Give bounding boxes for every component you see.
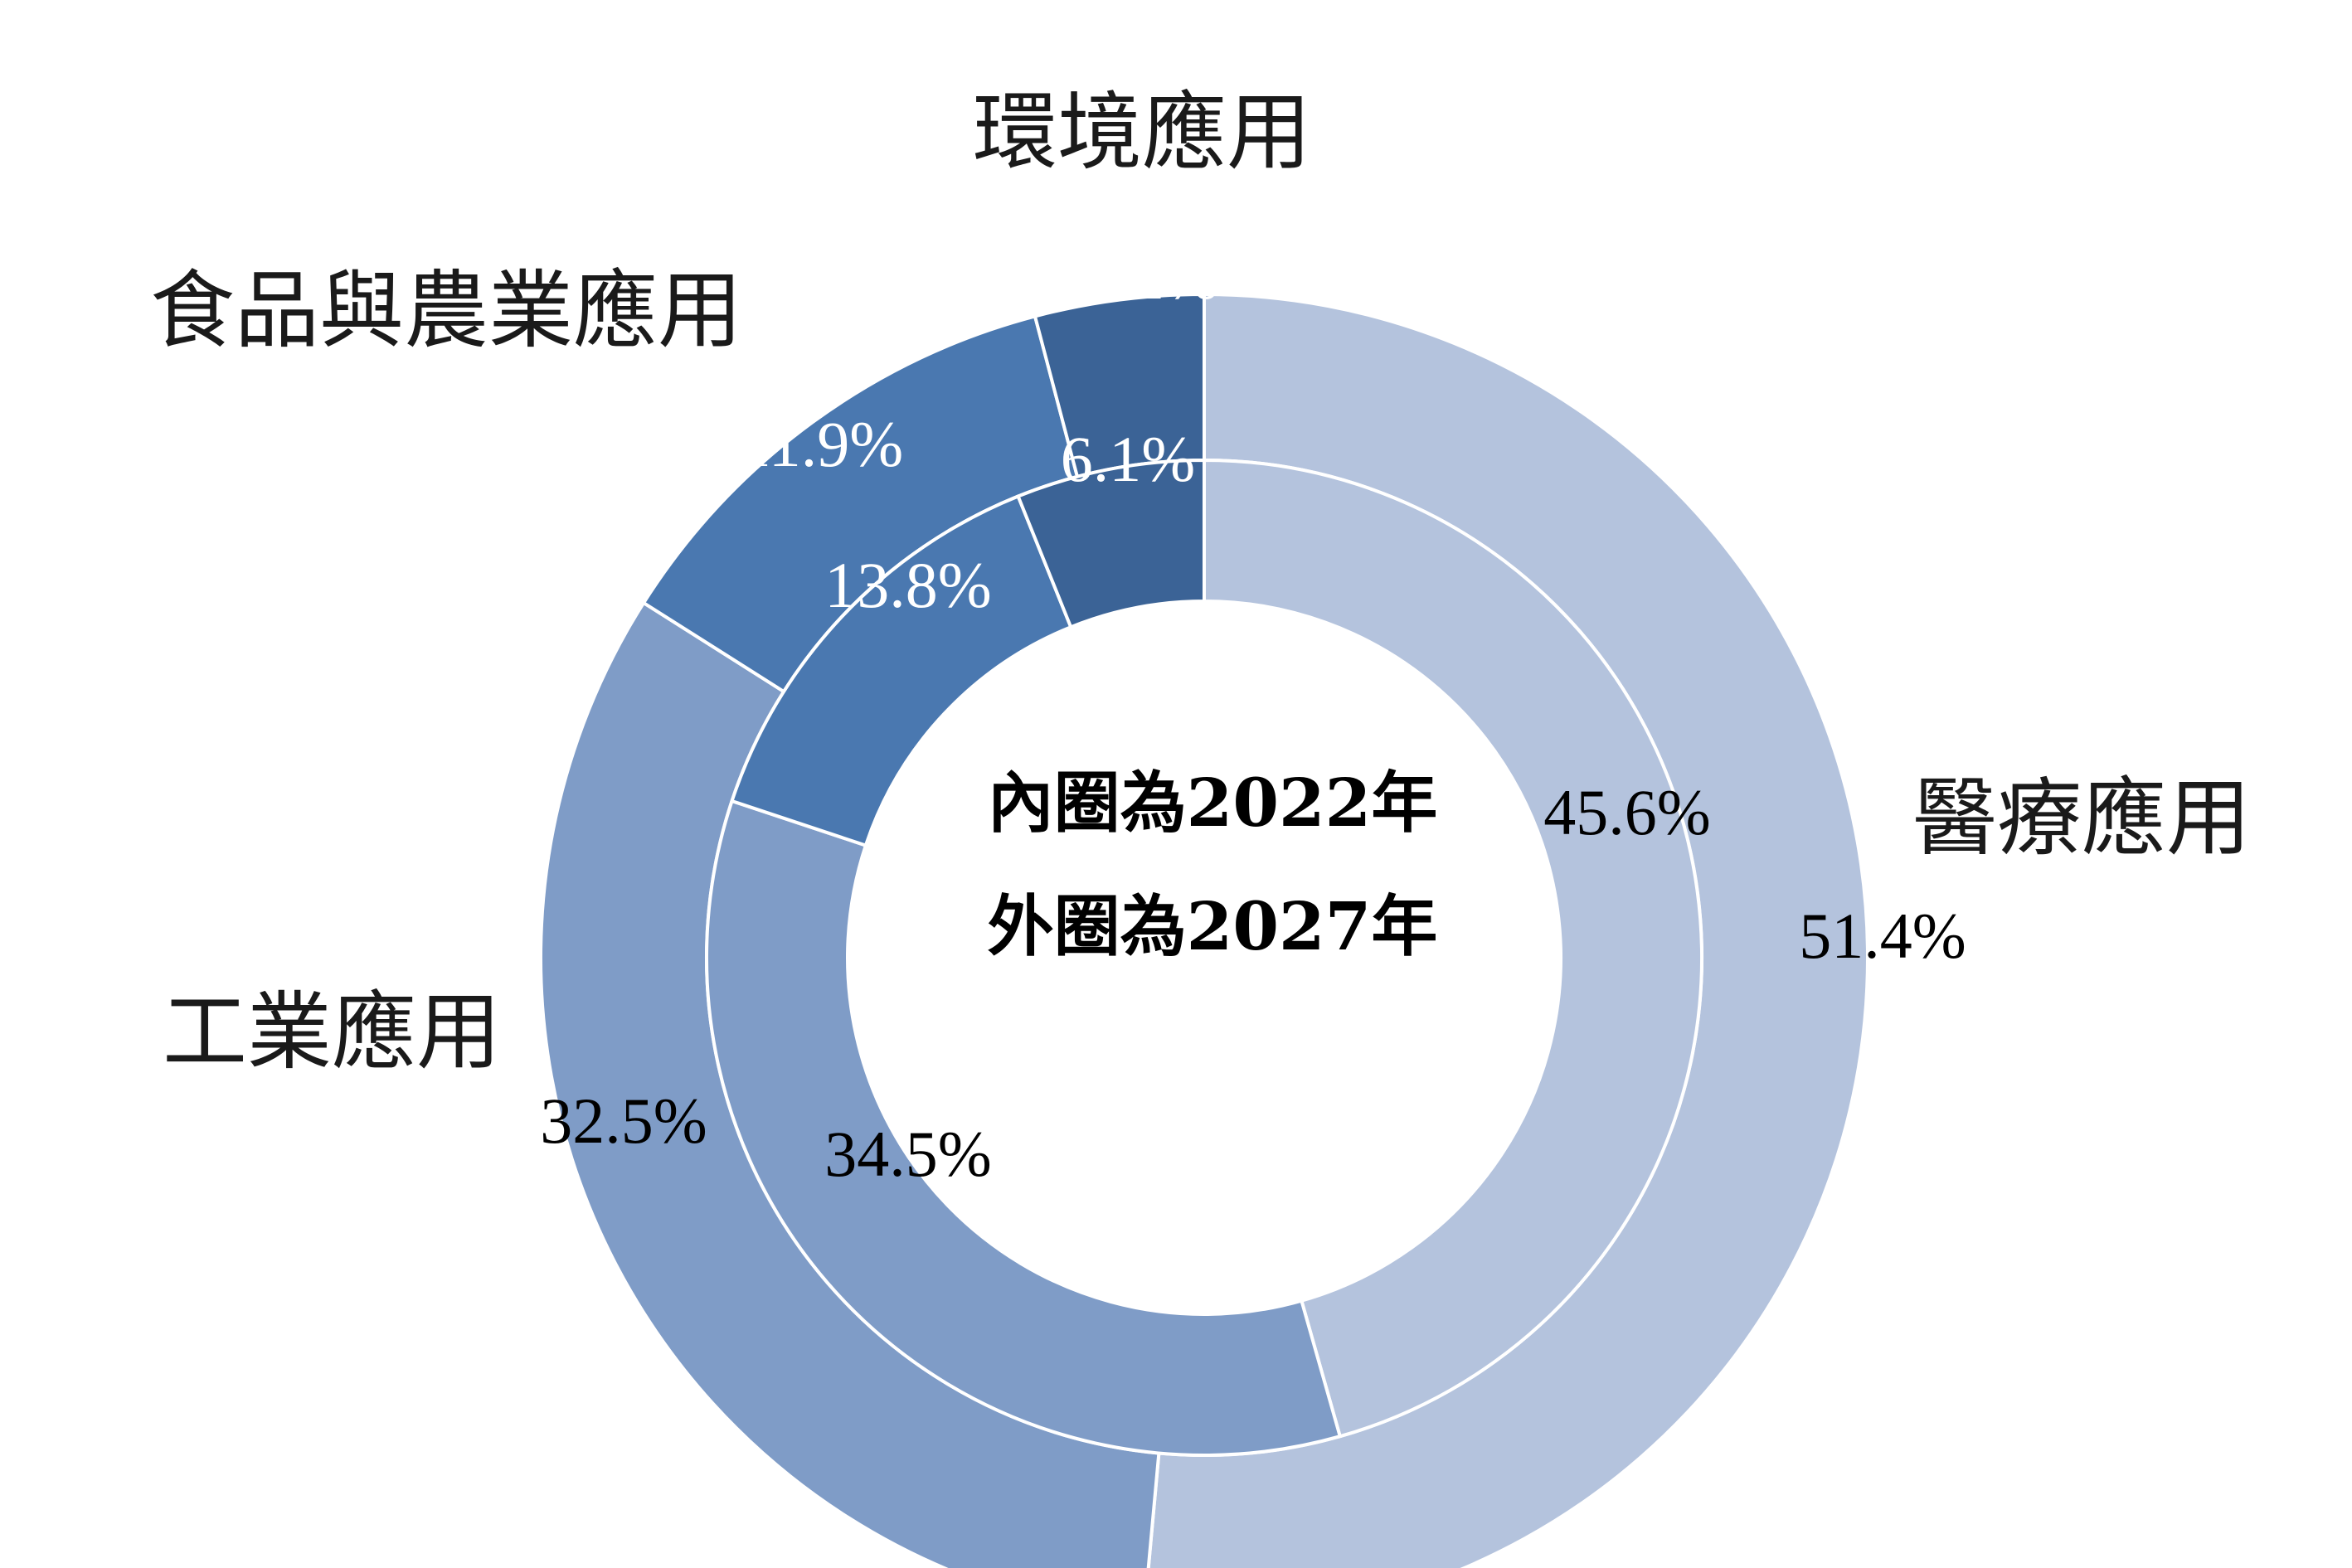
inner-label-industrial: 34.5%: [824, 1118, 991, 1190]
outer-label-industrial: 32.5%: [540, 1085, 707, 1157]
category-label-industrial: 工業應用: [163, 983, 501, 1082]
outer-ring: [539, 292, 1869, 1568]
inner-label-medical: 45.6%: [1543, 776, 1710, 848]
outer-label-environment: 4.1%: [1084, 240, 1218, 313]
outer-label-medical: 51.4%: [1799, 900, 1966, 972]
inner-slice-environment: [1016, 458, 1206, 629]
center-label-inner-year: 內圈為2022年: [988, 764, 1438, 842]
inner-label-food: 13.8%: [824, 549, 991, 621]
inner-label-environment: 6.1%: [1061, 423, 1195, 495]
center-label-outer-year: 外圈為2027年: [988, 887, 1438, 965]
category-label-food: 食品與農業應用: [150, 262, 742, 361]
inner-slice-medical: [1203, 458, 1703, 1439]
category-label-medical: 醫療應用: [1912, 769, 2251, 868]
inner-slice-industrial: [705, 799, 1343, 1457]
inner-ring: [705, 458, 1703, 1457]
outer-label-food: 11.9%: [739, 408, 904, 480]
category-label-environment: 環境應用: [973, 84, 1311, 182]
